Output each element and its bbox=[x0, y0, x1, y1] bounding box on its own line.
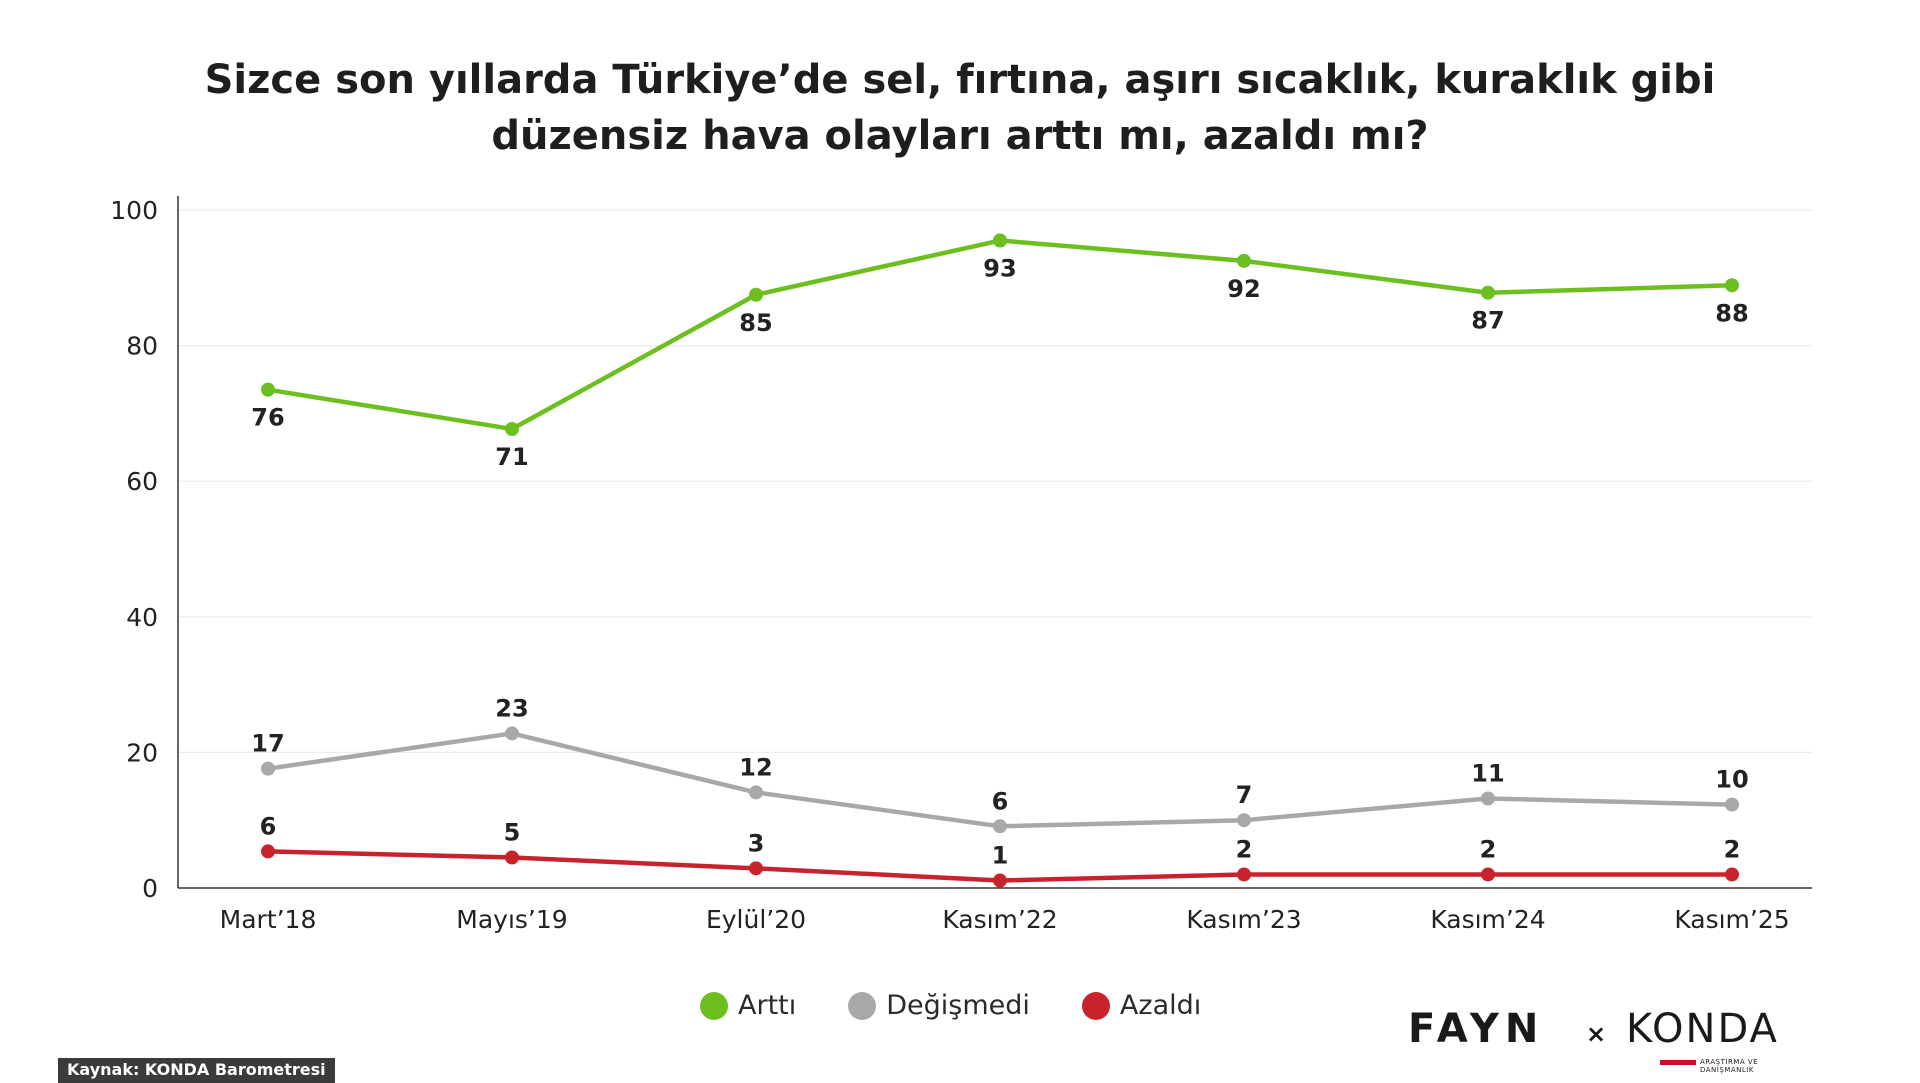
data-label-artti-2: 85 bbox=[739, 309, 772, 337]
x-tick-label-5: Kasım’24 bbox=[1430, 905, 1545, 934]
data-label-azaldi-2: 3 bbox=[748, 829, 765, 857]
y-tick-label-20: 20 bbox=[126, 738, 158, 767]
point-degismedi-5 bbox=[1481, 791, 1495, 806]
data-label-artti-3: 93 bbox=[983, 255, 1016, 283]
legend-label-azaldi: Azaldı bbox=[1119, 990, 1202, 1021]
point-azaldi-3 bbox=[993, 873, 1007, 888]
x-tick-label-1: Mayıs’19 bbox=[456, 905, 567, 934]
y-tick-label-40: 40 bbox=[126, 603, 158, 632]
data-label-azaldi-6: 2 bbox=[1724, 835, 1741, 863]
point-degismedi-3 bbox=[993, 819, 1007, 834]
brand-separator: × bbox=[1586, 1020, 1607, 1048]
legend-item-azaldi: Azaldı bbox=[1081, 990, 1202, 1021]
y-tick-label-0: 0 bbox=[142, 874, 158, 903]
point-azaldi-1 bbox=[505, 850, 519, 865]
data-label-degismedi-2: 12 bbox=[739, 753, 772, 781]
point-artti-5 bbox=[1481, 285, 1495, 300]
point-azaldi-6 bbox=[1725, 867, 1739, 882]
data-label-azaldi-0: 6 bbox=[260, 812, 277, 840]
point-azaldi-2 bbox=[749, 861, 763, 876]
data-label-azaldi-1: 5 bbox=[504, 818, 521, 846]
point-artti-1 bbox=[505, 421, 519, 436]
konda-logo: KONDA bbox=[1626, 1006, 1779, 1052]
y-tick-label-60: 60 bbox=[126, 467, 158, 496]
x-tick-label-3: Kasım’22 bbox=[942, 905, 1057, 934]
legend-item-degismedi: Değişmedi bbox=[848, 990, 1030, 1021]
point-artti-6 bbox=[1725, 278, 1739, 293]
point-degismedi-0 bbox=[261, 761, 275, 776]
legend-label-artti: Arttı bbox=[738, 990, 797, 1021]
point-degismedi-4 bbox=[1237, 813, 1251, 828]
brand-logo: FAYN × KONDA ARAŞTIRMA VE DANIŞMANLIK bbox=[1408, 1006, 1808, 1074]
data-label-degismedi-4: 7 bbox=[1236, 781, 1253, 809]
y-tick-label-100: 100 bbox=[110, 196, 158, 225]
data-label-artti-6: 88 bbox=[1715, 299, 1748, 327]
point-artti-0 bbox=[261, 382, 275, 397]
chart-title-line-2: düzensiz hava olayları arttı mı, azaldı … bbox=[491, 113, 1429, 159]
x-tick-label-4: Kasım’23 bbox=[1186, 905, 1301, 934]
data-label-artti-1: 71 bbox=[495, 443, 528, 471]
legend-swatch-degismedi bbox=[848, 991, 877, 1020]
y-tick-label-80: 80 bbox=[126, 332, 158, 361]
legend-item-artti: Arttı bbox=[700, 990, 796, 1021]
data-label-artti-4: 92 bbox=[1227, 275, 1260, 303]
konda-tagline: ARAŞTIRMA VE DANIŞMANLIK bbox=[1700, 1058, 1759, 1074]
data-label-azaldi-5: 2 bbox=[1480, 835, 1497, 863]
point-degismedi-6 bbox=[1725, 797, 1739, 812]
konda-accent-bar bbox=[1660, 1060, 1696, 1065]
point-degismedi-1 bbox=[505, 726, 519, 741]
point-azaldi-5 bbox=[1481, 867, 1495, 882]
x-tick-label-2: Eylül’20 bbox=[706, 905, 806, 934]
point-artti-3 bbox=[993, 233, 1007, 248]
data-label-degismedi-6: 10 bbox=[1715, 766, 1748, 794]
data-label-degismedi-3: 6 bbox=[992, 787, 1009, 815]
data-label-azaldi-4: 2 bbox=[1236, 835, 1253, 863]
x-tick-label-0: Mart’18 bbox=[220, 905, 317, 934]
data-label-degismedi-0: 17 bbox=[251, 730, 284, 758]
data-label-artti-0: 76 bbox=[251, 404, 284, 432]
legend-swatch-artti bbox=[700, 991, 728, 1020]
point-artti-2 bbox=[749, 287, 763, 302]
data-label-degismedi-5: 11 bbox=[1471, 760, 1504, 788]
legend-swatch-azaldi bbox=[1081, 991, 1110, 1020]
data-label-artti-5: 87 bbox=[1471, 307, 1504, 335]
legend: Arttı Değişmedi Azaldı bbox=[700, 990, 1201, 1021]
point-azaldi-0 bbox=[261, 844, 275, 859]
point-degismedi-2 bbox=[749, 785, 763, 800]
legend-label-degismedi: Değişmedi bbox=[886, 990, 1030, 1021]
chart-title: Sizce son yıllarda Türkiye’de sel, fırtı… bbox=[0, 52, 1920, 164]
data-label-azaldi-3: 1 bbox=[992, 842, 1009, 870]
x-tick-label-6: Kasım’25 bbox=[1674, 905, 1789, 934]
data-label-degismedi-1: 23 bbox=[495, 694, 528, 722]
point-azaldi-4 bbox=[1237, 867, 1251, 882]
chart-title-line-1: Sizce son yıllarda Türkiye’de sel, fırtı… bbox=[204, 57, 1716, 103]
source-note: Kaynak: KONDA Barometresi bbox=[58, 1058, 335, 1083]
fayn-logo: FAYN bbox=[1408, 1006, 1545, 1052]
point-artti-4 bbox=[1237, 253, 1251, 268]
